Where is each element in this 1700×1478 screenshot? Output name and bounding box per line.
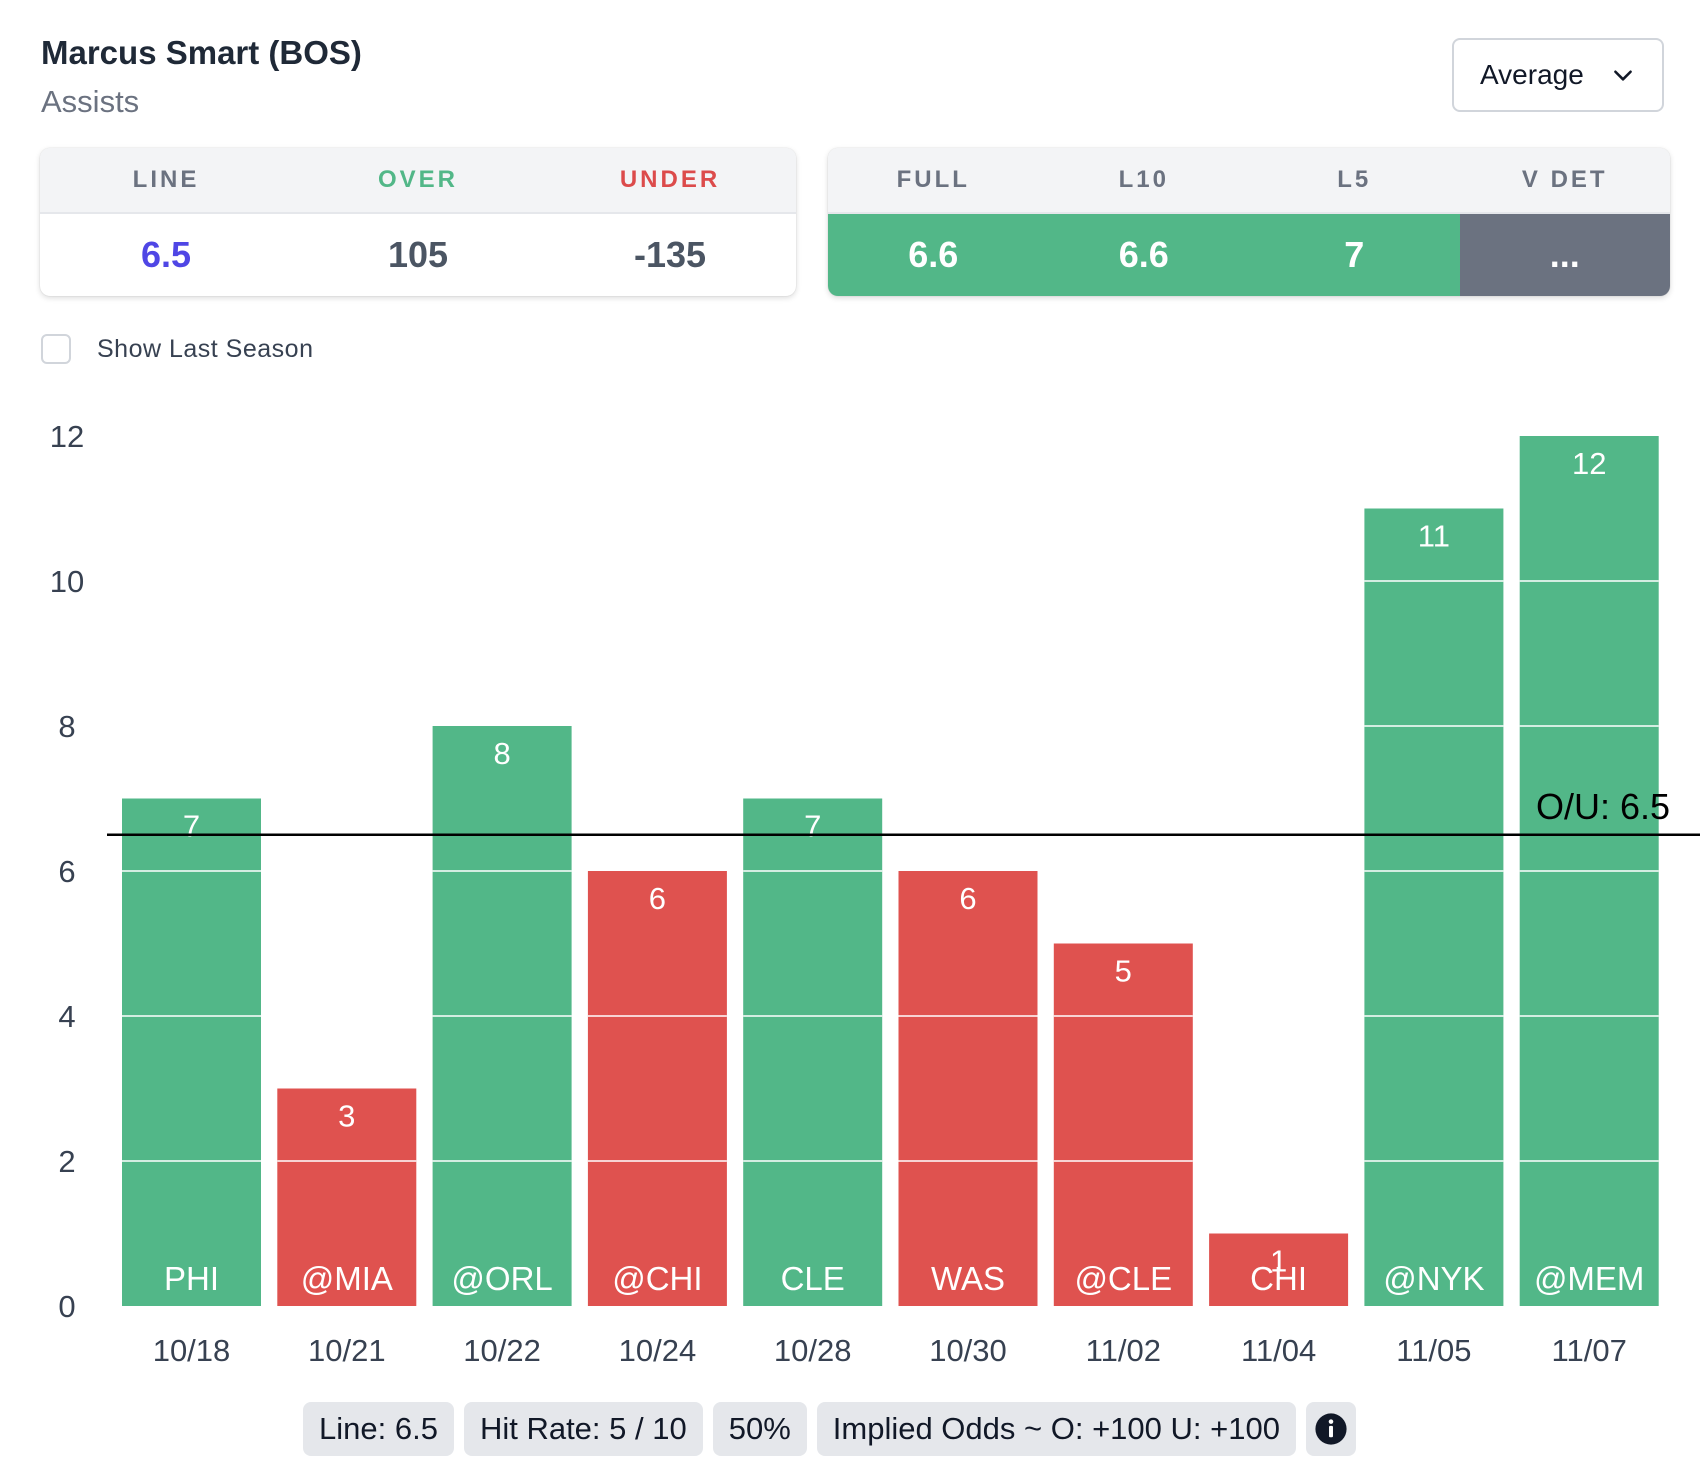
odds-card: LINE OVER UNDER 6.5 105 -135: [40, 148, 796, 296]
bar-opponent-label: WAS: [931, 1260, 1005, 1297]
x-tick-label: 10/21: [308, 1333, 386, 1368]
y-tick-label: 12: [50, 419, 84, 454]
bar-value-label: 7: [804, 809, 821, 844]
x-tick-label: 11/05: [1396, 1333, 1471, 1368]
bar-opponent-label: @MIA: [301, 1260, 393, 1297]
vdet-header: V DET: [1521, 166, 1608, 193]
averages-card-values: 6.6 6.6 7 ...: [828, 214, 1670, 296]
odds-card-values: 6.5 105 -135: [40, 214, 796, 296]
full-header: FULL: [896, 166, 970, 193]
bar-value-label: 6: [959, 881, 976, 916]
bar-opponent-label: @NYK: [1383, 1260, 1484, 1297]
bar: [122, 798, 261, 1306]
info-icon[interactable]: [1305, 1402, 1356, 1456]
bar-value-label: 6: [649, 881, 666, 916]
bar-opponent-label: CHI: [1250, 1260, 1307, 1297]
line-pill: Line: 6.5: [303, 1402, 454, 1456]
full-value: 6.6: [828, 214, 1039, 296]
percent-pill: 50%: [712, 1402, 807, 1456]
bar-value-label: 3: [338, 1099, 355, 1134]
x-tick-label: 10/22: [463, 1333, 541, 1368]
bar: [898, 871, 1038, 1306]
bar-value-label: 5: [1115, 954, 1132, 989]
x-tick-label: 10/30: [929, 1333, 1007, 1368]
y-tick-label: 6: [58, 854, 75, 889]
bar-opponent-label: CLE: [781, 1260, 845, 1297]
vdet-value[interactable]: ...: [1459, 214, 1670, 296]
bar: [1209, 1233, 1349, 1306]
x-tick-label: 11/07: [1552, 1333, 1627, 1368]
l10-header: L10: [1118, 166, 1169, 193]
l10-value: 6.6: [1038, 214, 1249, 296]
l5-value: 7: [1249, 214, 1460, 296]
player-title: Marcus Smart (BOS): [41, 34, 362, 71]
average-dropdown[interactable]: Average: [1452, 38, 1664, 112]
y-tick-label: 4: [58, 999, 75, 1034]
show-last-season-label: Show Last Season: [97, 334, 314, 363]
bar: [743, 798, 883, 1306]
stat-subtitle: Assists: [41, 84, 140, 119]
y-tick-label: 0: [58, 1289, 75, 1324]
under-value: -135: [633, 234, 707, 275]
over-header: OVER: [377, 166, 458, 193]
dropdown-value: Average: [1480, 59, 1584, 90]
show-last-season-checkbox[interactable]: [41, 334, 71, 364]
y-tick-label: 8: [58, 709, 75, 744]
hit-rate-pill: Hit Rate: 5 / 10: [463, 1402, 703, 1456]
bar: [587, 871, 727, 1306]
averages-card-header: FULL L10 L5 V DET: [828, 148, 1670, 214]
bar-value-label: 8: [493, 736, 510, 771]
under-header: UNDER: [619, 166, 721, 193]
bar-value-label: 11: [1418, 519, 1450, 554]
ou-line-label: O/U: 6.5: [1536, 786, 1670, 827]
averages-card: FULL L10 L5 V DET 6.6 6.6 7 ...: [828, 148, 1670, 296]
info-glyph-icon: [1315, 1413, 1347, 1445]
over-value: 105: [387, 234, 449, 275]
x-tick-label: 10/28: [774, 1333, 852, 1368]
x-tick-label: 10/24: [619, 1333, 697, 1368]
bar-opponent-label: @MEM: [1534, 1260, 1645, 1297]
line-header: LINE: [132, 166, 200, 193]
l5-header: L5: [1337, 166, 1372, 193]
x-tick-label: 10/18: [153, 1333, 231, 1368]
bar-value-label: 12: [1572, 446, 1606, 481]
bar-opponent-label: @ORL: [451, 1260, 552, 1297]
summary-pills: Line: 6.5 Hit Rate: 5 / 10 50% Implied O…: [303, 1402, 1356, 1456]
odds-card-header: LINE OVER UNDER: [40, 148, 796, 214]
show-last-season-toggle[interactable]: Show Last Season: [41, 334, 313, 364]
implied-odds-pill: Implied Odds ~ O: +100 U: +100: [816, 1402, 1296, 1456]
x-tick-label: 11/02: [1086, 1333, 1161, 1368]
bar-value-label: 1: [1270, 1244, 1287, 1279]
y-tick-label: 10: [50, 564, 84, 599]
x-tick-label: 11/04: [1241, 1333, 1316, 1368]
chevron-down-icon: [1614, 70, 1632, 81]
bar: [1364, 508, 1504, 1306]
bar-opponent-label: @CLE: [1074, 1260, 1172, 1297]
bar-opponent-label: @CHI: [612, 1260, 702, 1297]
bar: [1053, 943, 1193, 1306]
line-value: 6.5: [140, 234, 192, 275]
bar: [277, 1088, 417, 1306]
y-tick-label: 2: [58, 1144, 75, 1179]
bar-value-label: 7: [183, 809, 200, 844]
bar-opponent-label: PHI: [164, 1260, 219, 1297]
